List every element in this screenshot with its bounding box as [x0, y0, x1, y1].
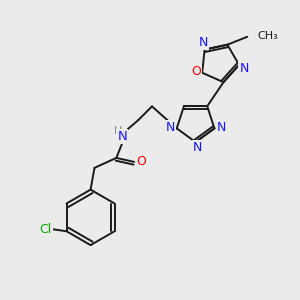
Text: H: H [114, 126, 122, 136]
Text: N: N [117, 130, 127, 142]
Text: N: N [217, 121, 226, 134]
Text: N: N [199, 36, 208, 49]
Text: N: N [193, 140, 202, 154]
Text: N: N [239, 62, 249, 75]
Text: N: N [166, 121, 176, 134]
Text: O: O [191, 65, 201, 78]
Text: O: O [136, 155, 146, 168]
Text: Cl: Cl [40, 223, 52, 236]
Text: CH₃: CH₃ [257, 31, 278, 41]
